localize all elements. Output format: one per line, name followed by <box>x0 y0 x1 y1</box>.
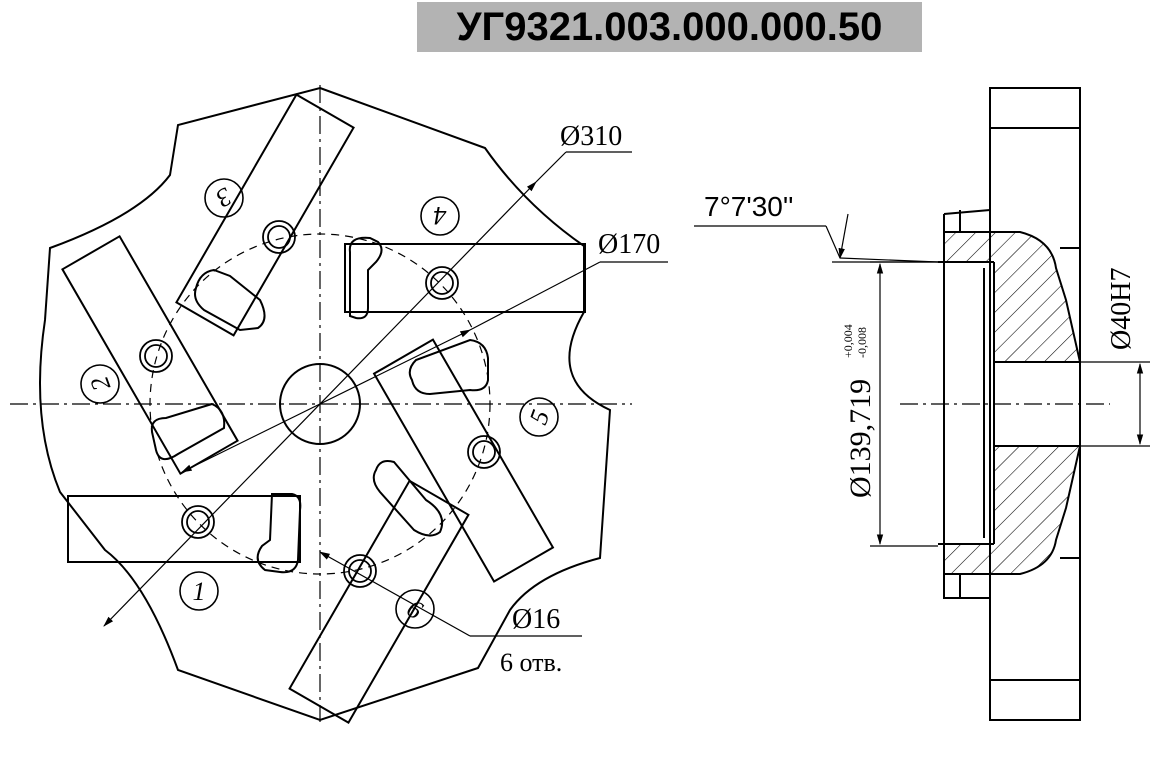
balloon-4 <box>420 196 460 236</box>
bore-tolerance-upper: +0,004 <box>841 324 855 358</box>
hatch-lower <box>944 446 1080 574</box>
insert-number-3: 3 <box>211 181 238 213</box>
balloon-5 <box>519 397 559 437</box>
insert-pocket-2 <box>61 234 239 476</box>
chip-slot-4 <box>348 236 383 320</box>
insert-pocket-5 <box>372 338 555 583</box>
insert-pocket-3 <box>175 93 355 337</box>
insert-number-4: 4 <box>434 201 447 230</box>
body-profile <box>943 209 991 599</box>
insert-number-2: 2 <box>85 373 117 395</box>
hatch-upper <box>944 232 1080 362</box>
bore-tolerance-lower: -0,008 <box>855 327 869 358</box>
insert-number-5: 5 <box>524 406 556 428</box>
balloon-6 <box>395 589 435 629</box>
balloon-3 <box>204 178 244 218</box>
hub-diameter-label: Ø40H7 <box>1106 268 1137 350</box>
section-view: 7°7'30'' Ø139,719 +0,004 -0,008 Ø40H7 <box>694 87 1150 721</box>
angle-label: 7°7'30'' <box>704 191 794 222</box>
insert-number-1: 1 <box>193 577 206 606</box>
insert-balloons <box>80 178 559 629</box>
balloon-1 <box>179 571 219 611</box>
d170-label: Ø170 <box>598 229 660 260</box>
d310-label: Ø310 <box>560 121 622 152</box>
chip-slot-2 <box>150 402 226 461</box>
d16-label: Ø16 <box>512 604 560 635</box>
d170-dimension-line <box>181 329 471 473</box>
holes-count-label: 6 отв. <box>500 648 562 677</box>
d16-leader <box>319 551 471 637</box>
balloon-2 <box>80 364 120 404</box>
chip-slot-1 <box>256 493 302 574</box>
front-dimensions <box>103 151 668 637</box>
drawing-title: УГ9321.003.000.000.50 <box>417 2 922 52</box>
bore-diameter-label: Ø139,719 <box>844 379 877 498</box>
